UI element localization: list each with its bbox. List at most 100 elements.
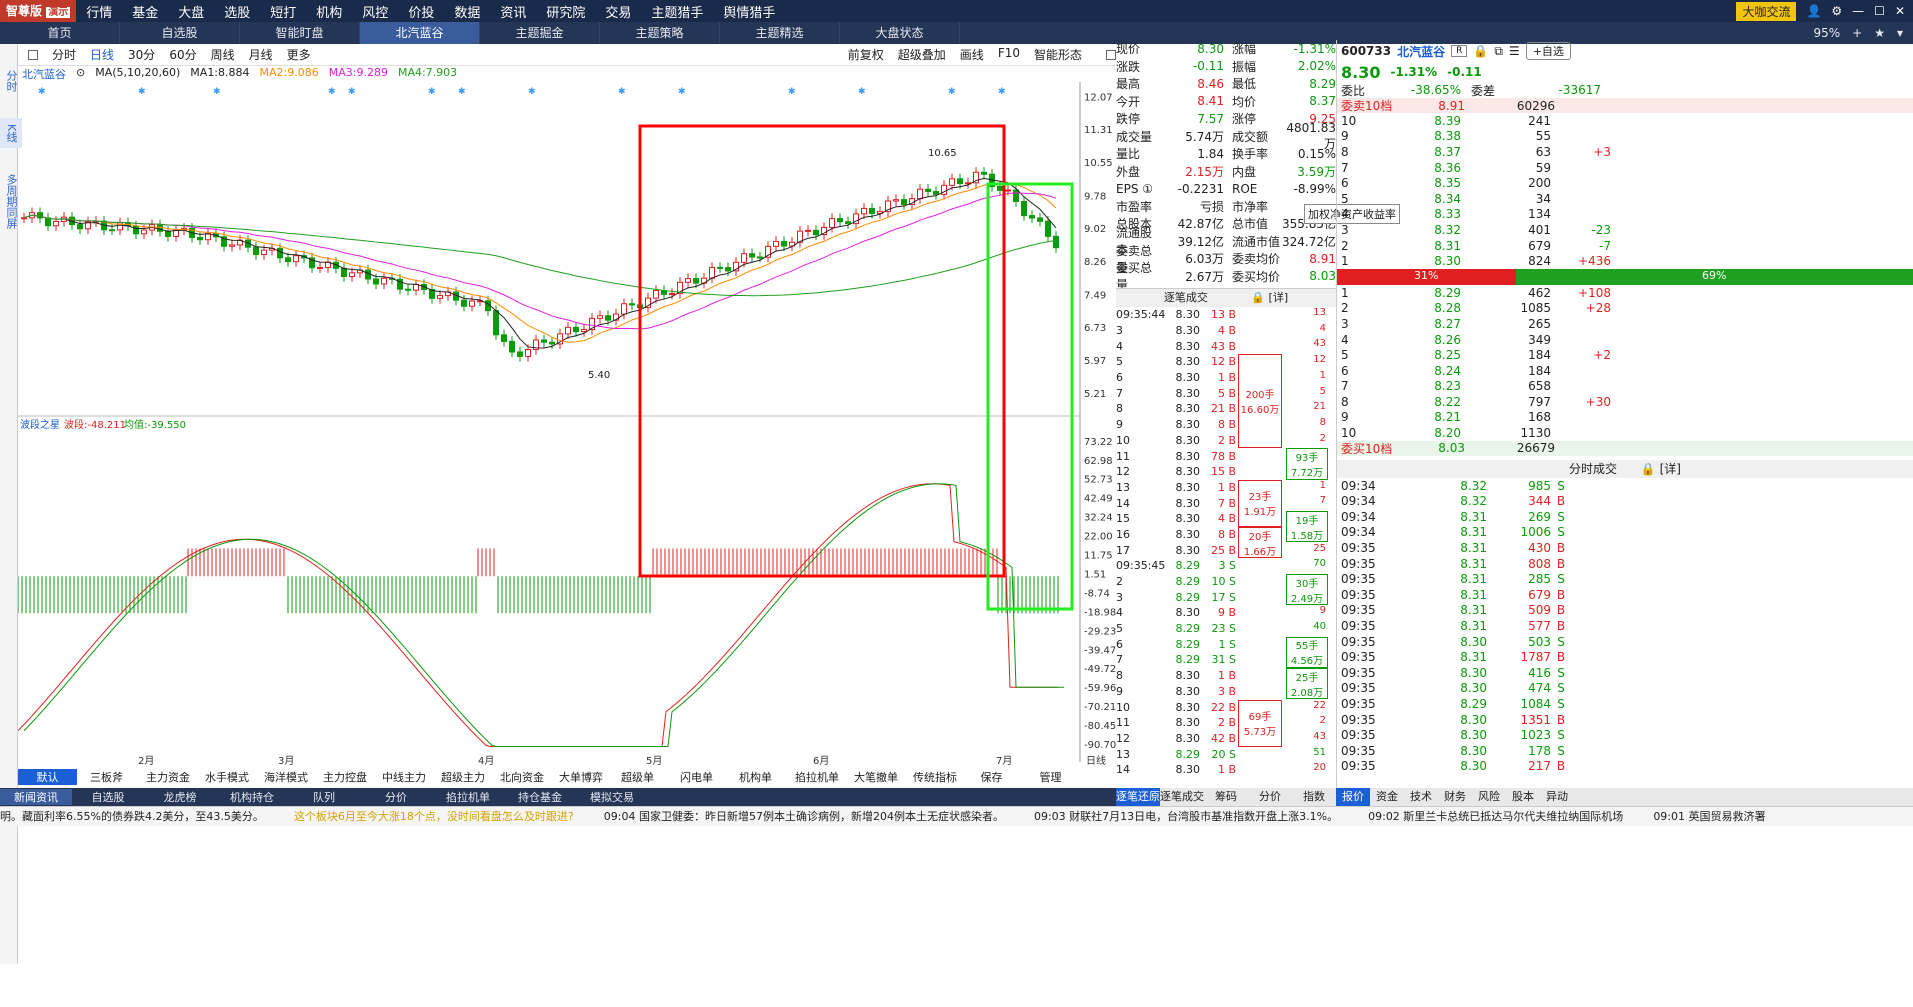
indicator-tab-14[interactable]: 大笔撤单 bbox=[854, 771, 898, 784]
info-tab-4[interactable]: 队列 bbox=[313, 791, 335, 804]
star-icon[interactable]: ★ bbox=[1874, 26, 1885, 40]
lock2-icon[interactable]: 🔒 bbox=[1473, 44, 1489, 58]
period-6[interactable]: 更多 bbox=[286, 48, 311, 62]
indicator-tab-8[interactable]: 北向资金 bbox=[500, 771, 544, 784]
toolbar-right-0[interactable]: 前复权 bbox=[847, 48, 884, 62]
copy-icon[interactable]: ⧉ bbox=[1494, 43, 1503, 58]
ticker-item-4[interactable]: 09:02 斯里兰卡总统已抵达马尔代夫维拉纳国际机场 bbox=[1368, 810, 1624, 823]
period-5[interactable]: 月线 bbox=[248, 48, 273, 62]
quote-tab-0[interactable]: 报价 bbox=[1336, 788, 1370, 806]
info-tab-8[interactable]: 模拟交易 bbox=[590, 791, 634, 804]
menu-12[interactable]: 主题猎手 bbox=[651, 5, 704, 21]
info-tab-3[interactable]: 机构持仓 bbox=[230, 791, 274, 804]
toolbar-right-1[interactable]: 超级叠加 bbox=[897, 48, 946, 62]
list-icon[interactable]: ☰ bbox=[1508, 44, 1520, 58]
panel-toggle-icon[interactable] bbox=[1106, 49, 1116, 60]
quote-tab-1[interactable]: 资金 bbox=[1376, 790, 1398, 803]
ma-dropdown-icon[interactable]: ⊙ bbox=[76, 66, 86, 79]
menu-7[interactable]: 价投 bbox=[408, 5, 435, 21]
indicator-tab-16[interactable]: 保存 bbox=[980, 771, 1003, 784]
tab-5[interactable]: 主题策略 bbox=[600, 22, 720, 44]
tab-1[interactable]: 自选股 bbox=[120, 22, 240, 44]
menu-5[interactable]: 机构 bbox=[316, 5, 343, 21]
menu-9[interactable]: 资讯 bbox=[500, 5, 527, 21]
add-icon[interactable]: + bbox=[1852, 26, 1863, 40]
toolbar-right-3[interactable]: F10 bbox=[997, 46, 1020, 60]
tab-2[interactable]: 智能盯盘 bbox=[240, 22, 360, 44]
side-tab-kline[interactable]: K线 bbox=[0, 118, 22, 149]
indicator-tab-15[interactable]: 传统指标 bbox=[913, 771, 957, 784]
side-tab-multi[interactable]: 多周期同屏 bbox=[5, 174, 18, 230]
trades-tab-4[interactable]: 指数 bbox=[1303, 790, 1325, 803]
rtrades-detail-link[interactable]: [详] bbox=[1659, 461, 1681, 476]
trades-tab-0[interactable]: 逐笔还原 bbox=[1116, 788, 1160, 806]
trades-detail-link[interactable]: [详] bbox=[1268, 291, 1289, 304]
menu-10[interactable]: 研究院 bbox=[546, 5, 586, 21]
period-4[interactable]: 周线 bbox=[210, 48, 235, 62]
ticker-item-5[interactable]: 09:01 英国贸易救济署 bbox=[1653, 810, 1766, 823]
ticker-item-0[interactable]: 明。藏面利率6.55%的债券跌4.2美分，至43.5美分。 bbox=[0, 810, 264, 823]
kline-chart[interactable]: 12.07 11.31 10.55 9.78 9.02 8.26 7.49 6.73 5.97 5… bbox=[18, 82, 1116, 768]
period-3[interactable]: 60分 bbox=[169, 48, 197, 62]
indicator-tab-4[interactable]: 海洋模式 bbox=[264, 771, 308, 784]
indicator-tab-0[interactable]: 默认 bbox=[18, 769, 77, 785]
quote-tab-4[interactable]: 风险 bbox=[1478, 790, 1500, 803]
period-1[interactable]: 日线 bbox=[90, 48, 115, 62]
trades-tab-1[interactable]: 逐笔成交 bbox=[1160, 790, 1204, 803]
indicator-tab-3[interactable]: 水手模式 bbox=[205, 771, 249, 784]
add-favorite-button[interactable]: +自选 bbox=[1525, 42, 1571, 60]
menu-0[interactable]: 行情 bbox=[86, 5, 113, 21]
indicator-tab-2[interactable]: 主力资金 bbox=[146, 771, 190, 784]
menu-6[interactable]: 风控 bbox=[362, 5, 389, 21]
maximize-icon[interactable]: ☐ bbox=[1874, 4, 1885, 18]
indicator-tab-11[interactable]: 闪电单 bbox=[680, 771, 713, 784]
info-tab-2[interactable]: 龙虎榜 bbox=[163, 791, 197, 804]
trades-tab-3[interactable]: 分价 bbox=[1259, 790, 1281, 803]
ticker-item-1[interactable]: 这个板块6月至今大涨18个点，没时间看盘怎么及时跟进? bbox=[293, 810, 574, 823]
menu-13[interactable]: 舆情猎手 bbox=[723, 5, 776, 21]
zoom-level[interactable]: 95% bbox=[1813, 26, 1841, 40]
indicator-tab-13[interactable]: 掐拉机单 bbox=[795, 771, 839, 784]
trades-tab-2[interactable]: 筹码 bbox=[1215, 790, 1237, 803]
info-tab-0[interactable]: 新闻资讯 bbox=[0, 789, 72, 805]
settings-icon[interactable]: ⚙ bbox=[1831, 4, 1843, 18]
indicator-tab-10[interactable]: 超级单 bbox=[621, 771, 654, 784]
tab-6[interactable]: 主题精选 bbox=[720, 22, 840, 44]
toolbar-right-4[interactable]: 智能形态 bbox=[1033, 48, 1082, 62]
ticker-item-3[interactable]: 09:03 财联社7月13日电，台湾股市基准指数开盘上涨3.1%。 bbox=[1033, 810, 1339, 823]
exchange-button[interactable]: 大咖交流 bbox=[1736, 1, 1797, 21]
info-tab-1[interactable]: 自选股 bbox=[91, 791, 125, 804]
close-icon[interactable]: ✕ bbox=[1894, 4, 1905, 18]
indicator-tab-6[interactable]: 中线主力 bbox=[382, 771, 426, 784]
tab-0[interactable]: 首页 bbox=[0, 22, 120, 44]
tab-3[interactable]: 北汽蓝谷 bbox=[360, 22, 480, 44]
side-tab-fenshi[interactable]: 分时 bbox=[5, 70, 18, 92]
tab-7[interactable]: 大盘状态 bbox=[840, 22, 960, 44]
quote-tab-5[interactable]: 股本 bbox=[1512, 790, 1534, 803]
menu-11[interactable]: 交易 bbox=[605, 5, 632, 21]
indicator-tab-17[interactable]: 管理 bbox=[1039, 771, 1062, 784]
indicator-tab-5[interactable]: 主力控盘 bbox=[323, 771, 367, 784]
ticker-item-2[interactable]: 09:04 国家卫健委：昨日新增57例本土确诊病例，新增204例本土无症状感染者… bbox=[603, 810, 1004, 823]
menu-4[interactable]: 短打 bbox=[270, 5, 297, 21]
period-0[interactable]: 分时 bbox=[52, 48, 77, 62]
indicator-tab-1[interactable]: 三板斧 bbox=[90, 771, 123, 784]
menu-2[interactable]: 大盘 bbox=[178, 5, 205, 21]
info-tab-5[interactable]: 分价 bbox=[385, 791, 407, 804]
r-icon[interactable]: R bbox=[1451, 45, 1468, 57]
indicator-tab-12[interactable]: 机构单 bbox=[739, 771, 772, 784]
user-icon[interactable]: 👤 bbox=[1806, 4, 1822, 18]
menu-1[interactable]: 基金 bbox=[132, 5, 159, 21]
tab-4[interactable]: 主题掘金 bbox=[480, 22, 600, 44]
menu-3[interactable]: 选股 bbox=[224, 5, 251, 21]
menu-8[interactable]: 数据 bbox=[454, 5, 481, 21]
info-tab-7[interactable]: 持仓基金 bbox=[518, 791, 562, 804]
minimize-icon[interactable]: — bbox=[1852, 4, 1865, 18]
indicator-tab-9[interactable]: 大单博弈 bbox=[559, 771, 603, 784]
toolbar-right-2[interactable]: 画线 bbox=[959, 48, 984, 62]
info-tab-6[interactable]: 掐拉机单 bbox=[446, 791, 490, 804]
dropdown-icon[interactable]: ▾ bbox=[1896, 26, 1903, 40]
period-2[interactable]: 30分 bbox=[128, 48, 156, 62]
quote-tab-6[interactable]: 异动 bbox=[1546, 790, 1568, 803]
indicator-tab-7[interactable]: 超级主力 bbox=[441, 771, 485, 784]
